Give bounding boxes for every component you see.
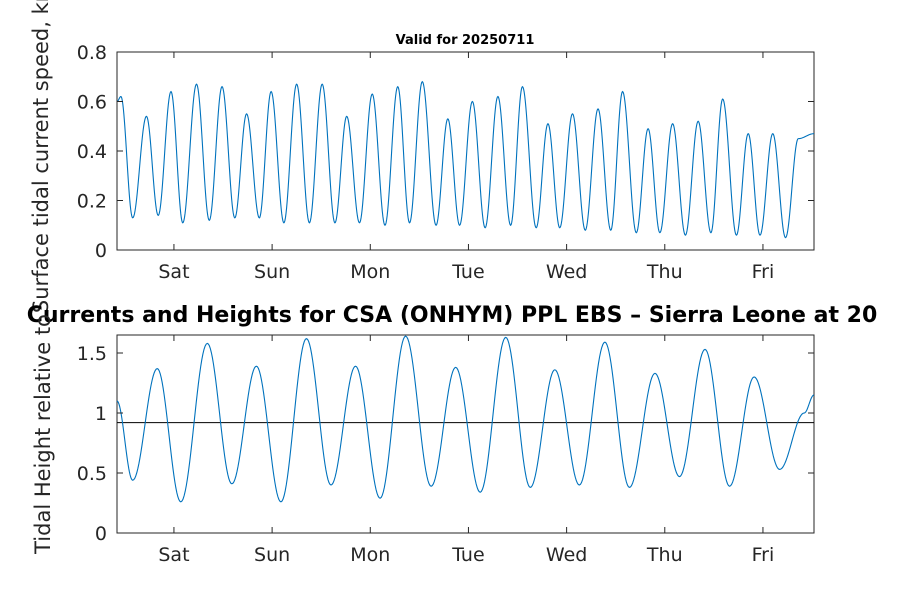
x-tick-label: Tue	[451, 544, 484, 566]
x-tick-label: Sat	[158, 261, 189, 283]
x-tick-label: Sun	[254, 544, 290, 566]
current-speed-x-ticks: Sat Sun Mon Tue Wed Thu Fri	[158, 52, 774, 283]
x-tick-label: Wed	[546, 261, 587, 283]
x-tick-label: Fri	[752, 261, 775, 283]
x-tick-label: Mon	[350, 261, 390, 283]
x-tick-label: Mon	[350, 544, 390, 566]
x-tick-label: Tue	[451, 261, 484, 283]
y-tick-label: 0	[95, 240, 107, 262]
tidal-height-axes-box	[116, 334, 815, 534]
current-speed-panel: Sat Sun Mon Tue Wed Thu Fri 0 0.2 0.4 0.6 0.8 Vali…	[29, 0, 815, 313]
y-tick-label: 0.5	[77, 463, 107, 485]
y-tick-label: 0.2	[77, 191, 107, 213]
current-speed-title: Valid for 20250711	[396, 33, 535, 48]
x-tick-label: Thu	[646, 261, 683, 283]
y-tick-label: 0.4	[77, 141, 107, 163]
x-tick-label: Sat	[158, 544, 189, 566]
tidal-height-x-ticks: Sat Sun Mon Tue Wed Thu Fri	[158, 335, 774, 566]
tidal-height-series	[116, 335, 815, 503]
series-line-0	[116, 335, 815, 503]
figure-main-title: Currents and Heights for CSA (ONHYM) PPL…	[27, 303, 878, 328]
tidal-height-panel: Sat Sun Mon Tue Wed Thu Fri 0 0.5 1 1.5 Currents …	[27, 303, 878, 566]
series-line-0	[116, 80, 815, 239]
x-tick-label: Thu	[646, 544, 683, 566]
y-tick-label: 0.8	[77, 42, 107, 64]
y-tick-label: 1.5	[77, 343, 107, 365]
current-speed-axes-box	[116, 51, 815, 251]
current-speed-y-axis-label: Surface tidal current speed, kn	[29, 0, 53, 313]
y-tick-label: 1	[95, 403, 107, 425]
y-tick-label: 0.6	[77, 92, 107, 114]
current-speed-series	[116, 80, 815, 239]
x-tick-label: Wed	[546, 544, 587, 566]
x-tick-label: Sun	[254, 261, 290, 283]
y-tick-label: 0	[95, 523, 107, 545]
tidal-height-y-axis-label: Tidal Height relative to	[31, 314, 55, 555]
tidal-height-y-ticks: 0 0.5 1 1.5	[77, 343, 814, 545]
current-speed-y-ticks: 0 0.2 0.4 0.6 0.8	[77, 42, 814, 262]
x-tick-label: Fri	[752, 544, 775, 566]
